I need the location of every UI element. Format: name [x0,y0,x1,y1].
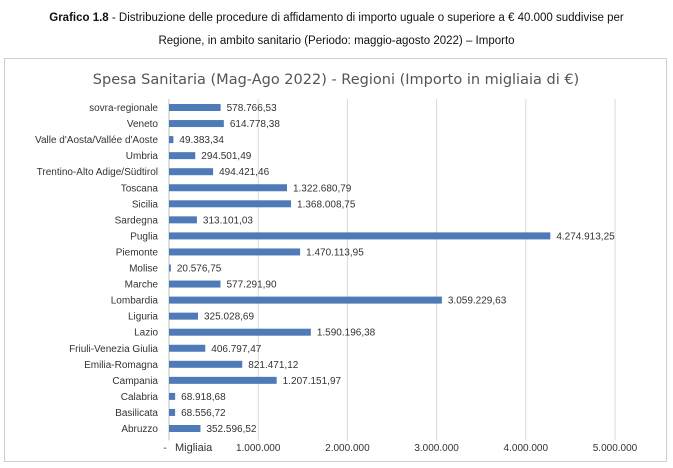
category-label: Emilia-Romagna [84,360,158,371]
category-label: Valle d'Aosta/Vallée d'Aoste [35,135,158,146]
category-label: Umbria [126,151,159,162]
bar [169,184,287,192]
value-label: 49.383,34 [179,135,224,146]
value-label: 4.274.913,25 [556,231,615,242]
category-label: Calabria [121,392,159,403]
category-label: Lombardia [111,296,159,307]
value-label: 1.590.196,38 [317,328,376,339]
bar [169,312,198,320]
value-label: 68.556,72 [181,408,226,419]
value-label: 294.501,49 [201,151,251,162]
bar [169,168,214,176]
value-label: 1.322.680,79 [293,183,352,194]
category-label: Puglia [130,231,158,242]
category-label: Basilicata [115,408,158,419]
bar [169,232,551,240]
value-label: 406.797,47 [211,344,261,355]
bar [169,425,201,432]
category-label: sovra-regionale [89,103,158,114]
bar [169,104,221,111]
bar [169,392,176,400]
bar [169,360,243,368]
category-label: Campania [112,376,158,387]
category-label: Abruzzo [121,424,158,435]
category-label: Lazio [134,328,158,339]
chart-title: Spesa Sanitaria (Mag-Ago 2022) - Regioni… [93,72,579,88]
category-label: Piemonte [116,247,159,258]
x-tick-labels: - 1.000.000 2.000.000 3.000.000 4.000.000 5.0… [163,443,637,454]
bar [169,408,176,416]
value-labels: 578.766,53 614.778,38 49.383,34 294.501,49 4… [177,103,615,435]
bar [169,248,301,256]
value-label: 577.291,90 [226,280,276,291]
category-label: Friuli-Venezia Giulia [69,344,158,355]
value-label: 313.101,03 [203,215,253,226]
category-labels: sovra-regionale Veneto Valle d'Aosta/Vallé… [35,103,158,435]
figure-caption-line-2: Regione, in ambito sanitario (Periodo: m… [158,35,515,47]
value-label: 325.028,69 [204,312,254,323]
bar [169,328,311,336]
value-label: 494.421,46 [219,167,269,178]
bar [169,344,206,352]
value-label: 1.368.008,75 [297,199,356,210]
value-label: 1.207.151,97 [283,376,342,387]
category-label: Trentino-Alto Adige/Südtirol [37,167,158,178]
value-label: 3.059.229,63 [448,296,507,307]
x-tick-label: - [163,443,166,454]
value-label: 352.596,52 [206,424,256,435]
value-label: 1.470.113,95 [306,247,364,258]
x-tick-label: 5.000.000 [593,443,638,454]
figure-caption-line-1: Grafico 1.8 - Distribuzione delle proced… [0,12,673,24]
chart-frame [4,58,667,462]
bar [169,280,221,288]
category-label: Marche [125,280,159,291]
x-tick-label: 1.000.000 [236,443,281,454]
bar [169,136,174,144]
x-tick-label: 3.000.000 [414,443,459,454]
bar [169,296,442,304]
category-label: Sicilia [132,199,159,210]
bar [169,200,292,208]
figure-caption-text: - Distribuzione delle procedure di affid… [108,12,624,24]
bar [169,216,197,224]
category-label: Liguria [128,312,158,323]
category-label: Sardegna [115,215,159,226]
bar [169,120,224,128]
x-tick-label: 4.000.000 [504,443,549,454]
x-tick-label: 2.000.000 [325,443,370,454]
bar [169,152,196,160]
figure-caption-label: Grafico 1.8 [49,12,109,24]
bars [169,104,551,432]
value-label: 20.576,75 [177,264,222,275]
value-label: 68.918,68 [181,392,226,403]
bar [169,376,277,384]
value-label: 614.778,38 [230,119,280,130]
bar [169,264,171,272]
x-axis-label: Migliaia [175,442,213,454]
value-label: 821.471,12 [248,360,298,371]
category-label: Molise [129,264,158,275]
category-label: Toscana [121,183,159,194]
value-label: 578.766,53 [227,103,277,114]
category-label: Veneto [127,119,159,130]
